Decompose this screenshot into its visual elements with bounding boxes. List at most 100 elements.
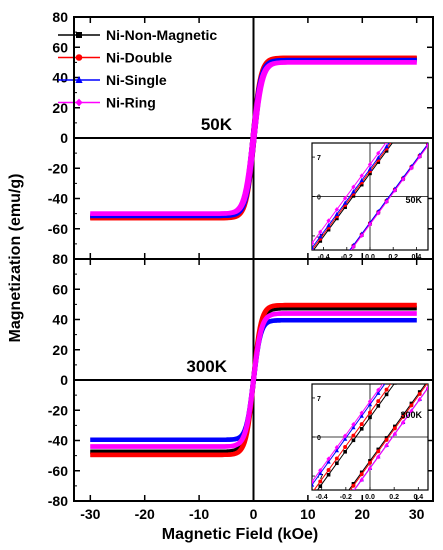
inset-point xyxy=(384,387,389,392)
inset-point xyxy=(425,143,428,148)
inset-point xyxy=(335,216,339,221)
inset-top: -0.4-0.20.00.20.470-750K xyxy=(310,83,430,303)
x-axis-label: Magnetic Field (kOe) xyxy=(162,526,318,543)
inset-point xyxy=(326,278,330,283)
inset-point xyxy=(392,431,398,437)
inset-point xyxy=(426,83,430,88)
inset-point xyxy=(418,102,422,106)
inset-point xyxy=(351,244,356,250)
inset-point xyxy=(417,391,422,396)
inset-point xyxy=(400,176,406,182)
inset-point xyxy=(326,218,331,224)
y-tick-label: -60 xyxy=(48,221,68,237)
inset-point xyxy=(376,387,381,393)
inset-point xyxy=(318,290,322,294)
inset-point xyxy=(343,449,347,454)
inset-bottom: -0.4 -0.2 0.0 0.2 0.4 7 0 -7 300K xyxy=(310,330,429,550)
inset-point xyxy=(426,88,430,92)
inset-x-tick-label: 0.2 xyxy=(388,254,398,261)
inset-x-tick-label: -0.4 xyxy=(316,494,328,501)
inset-point xyxy=(310,496,314,500)
inset-point xyxy=(327,278,331,282)
inset-point xyxy=(326,456,331,462)
inset-temperature-label: 300K xyxy=(400,410,422,420)
inset-point xyxy=(367,466,373,471)
inset-point xyxy=(418,330,422,335)
x-tick-label: 0 xyxy=(250,506,258,522)
inset-point xyxy=(393,368,397,372)
inset-point xyxy=(426,90,430,94)
inset-point xyxy=(326,523,330,527)
inset-point xyxy=(334,445,340,450)
inset-point xyxy=(310,546,314,550)
y-tick-label: -40 xyxy=(48,191,68,207)
inset-point xyxy=(310,299,314,303)
inset-point xyxy=(384,149,389,153)
y-tick-label: 40 xyxy=(52,312,68,328)
inset-point xyxy=(318,471,323,476)
inset-point xyxy=(384,443,389,448)
x-tick-label: -20 xyxy=(135,506,155,522)
x-tick-label: 30 xyxy=(409,506,425,522)
inset-point xyxy=(334,207,340,212)
inset-point xyxy=(359,427,364,431)
y-tick-label: 40 xyxy=(52,70,68,86)
inset-curves xyxy=(310,330,428,550)
inset-point xyxy=(418,342,422,346)
inset-point xyxy=(359,413,364,418)
inset-point xyxy=(359,182,364,187)
inset-point xyxy=(418,347,422,351)
inset-temperature-label: 50K xyxy=(405,195,422,205)
inset-x-tick-label: -0.2 xyxy=(341,254,353,261)
inset-point xyxy=(417,154,422,160)
y-tick-label: -40 xyxy=(48,433,68,449)
inset-point xyxy=(352,488,355,490)
inset-point xyxy=(318,229,323,235)
inset-point xyxy=(384,437,389,442)
series-line xyxy=(89,60,418,216)
inset-point xyxy=(312,479,315,485)
inset-point xyxy=(312,482,315,487)
series-Ni-Ring xyxy=(89,311,418,449)
inset-point xyxy=(326,459,331,464)
inset-y-tick-label: 7 xyxy=(317,396,321,403)
inset-point xyxy=(342,436,348,441)
inset-y-tick-label: 7 xyxy=(317,155,321,162)
y-tick-label: 20 xyxy=(52,100,68,116)
inset-point xyxy=(318,239,323,243)
inset-point xyxy=(326,467,331,472)
y-tick-label: 80 xyxy=(52,9,68,25)
y-tick-label: 80 xyxy=(52,251,68,267)
inset-x-tick-label: -0.4 xyxy=(318,254,330,261)
frame-layer xyxy=(73,16,434,502)
inset-point xyxy=(359,233,364,238)
inset-point xyxy=(409,403,414,408)
x-tick-label: -30 xyxy=(80,506,100,522)
inset-point xyxy=(368,460,372,465)
inset-point xyxy=(351,184,356,190)
inset-y-tick-label: -7 xyxy=(317,474,323,481)
inset-point xyxy=(334,456,339,461)
inset-point xyxy=(401,370,405,374)
inset-y-tick-label: 0 xyxy=(317,435,321,442)
inset-point xyxy=(359,173,364,179)
inset-point xyxy=(318,530,322,534)
inset-point xyxy=(417,397,422,402)
inset-point xyxy=(393,128,397,133)
inset-x-tick-label: -0.2 xyxy=(340,494,352,501)
panel-top: -60 -40 -20 0 20 40 60 80 50K Ni-Non-Magnetic Ni-D… xyxy=(48,9,433,303)
y-tick-label: 60 xyxy=(52,39,68,55)
inset-point xyxy=(310,546,314,550)
inset-point xyxy=(351,433,356,438)
inset-point xyxy=(326,227,331,232)
inset-point xyxy=(376,210,381,216)
inset-point xyxy=(327,516,331,520)
x-tick-label: -10 xyxy=(189,506,209,522)
inset-point xyxy=(318,528,322,532)
legend-marker xyxy=(75,98,83,107)
legend: Ni-Non-Magnetic Ni-Double Ni-Single Ni-Ring xyxy=(58,27,217,111)
inset-point xyxy=(351,422,356,427)
inset-point xyxy=(335,505,339,509)
inset-point xyxy=(359,422,364,427)
